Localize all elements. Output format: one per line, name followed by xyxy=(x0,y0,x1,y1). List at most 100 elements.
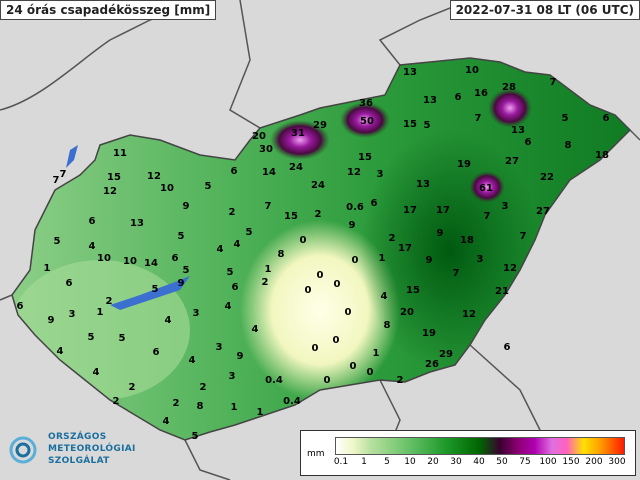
legend: mm 0.1 1 5 10 20 30 40 50 75 100 150 200 300 xyxy=(300,430,636,476)
station-value: 6 xyxy=(455,92,462,103)
legend-tick: 100 xyxy=(539,457,557,467)
station-value: 3 xyxy=(377,169,384,180)
station-value: 1 xyxy=(257,407,264,418)
logo-icon xyxy=(9,436,37,464)
legend-tick: 50 xyxy=(496,457,508,467)
station-value: 6 xyxy=(89,216,96,227)
legend-tick: 200 xyxy=(585,457,603,467)
station-value: 13 xyxy=(416,179,430,190)
station-value: 15 xyxy=(403,119,417,130)
station-value: 17 xyxy=(398,243,412,254)
station-value: 24 xyxy=(311,180,325,191)
station-value: 5 xyxy=(88,332,95,343)
station-value: 6 xyxy=(66,278,73,289)
station-value: 4 xyxy=(252,324,259,335)
station-value: 11 xyxy=(113,148,127,159)
station-value: 2 xyxy=(389,233,396,244)
station-value: 15 xyxy=(284,211,298,222)
station-value: 8 xyxy=(278,249,285,260)
station-value: 18 xyxy=(595,150,609,161)
station-value: 5 xyxy=(178,231,185,242)
station-value: 9 xyxy=(237,351,244,362)
station-value: 27 xyxy=(505,156,519,167)
station-value: 8 xyxy=(384,320,391,331)
station-value: 6 xyxy=(504,342,511,353)
station-value: 29 xyxy=(313,120,327,131)
station-value: 3 xyxy=(502,201,509,212)
station-value: 61 xyxy=(479,183,493,194)
station-value: 0 xyxy=(312,343,319,354)
station-value: 19 xyxy=(422,328,436,339)
station-value: 9 xyxy=(437,228,444,239)
station-value: 13 xyxy=(130,218,144,229)
station-value: 10 xyxy=(123,256,137,267)
station-value: 3 xyxy=(69,309,76,320)
station-value: 5 xyxy=(205,181,212,192)
station-value: 12 xyxy=(347,167,361,178)
color-bar xyxy=(335,437,625,455)
station-value: 1 xyxy=(44,263,51,274)
station-value: 18 xyxy=(460,235,474,246)
station-value: 20 xyxy=(400,307,414,318)
station-value: 4 xyxy=(165,315,172,326)
station-value: 6 xyxy=(232,282,239,293)
station-value: 17 xyxy=(436,205,450,216)
station-value: 1 xyxy=(379,253,386,264)
station-value: 4 xyxy=(89,241,96,252)
station-value: 9 xyxy=(183,201,190,212)
station-value: 16 xyxy=(474,88,488,99)
station-value: 0 xyxy=(305,285,312,296)
station-value: 6 xyxy=(17,301,24,312)
station-value: 3 xyxy=(216,342,223,353)
station-value: 0 xyxy=(317,270,324,281)
station-value: 30 xyxy=(259,144,273,155)
station-value: 7 xyxy=(550,77,557,88)
station-value: 5 xyxy=(183,265,190,276)
map-title: 24 órás csapadékösszeg [mm] xyxy=(0,0,217,20)
station-value: 6 xyxy=(371,198,378,209)
station-value: 6 xyxy=(231,166,238,177)
station-value: 15 xyxy=(107,172,121,183)
station-value: 1 xyxy=(97,307,104,318)
station-value: 1 xyxy=(231,402,238,413)
station-value: 0 xyxy=(367,367,374,378)
station-value: 27 xyxy=(536,206,550,217)
station-value: 10 xyxy=(97,253,111,264)
station-value: 13 xyxy=(423,95,437,106)
station-value: 5 xyxy=(192,431,199,442)
station-value: 24 xyxy=(289,162,303,173)
station-value: 8 xyxy=(197,401,204,412)
station-value: 7 xyxy=(475,113,482,124)
legend-tick: 40 xyxy=(473,457,485,467)
logo-line: SZOLGÁLAT xyxy=(48,456,110,466)
station-value: 3 xyxy=(477,254,484,265)
legend-tick: 5 xyxy=(384,457,390,467)
station-value: 9 xyxy=(426,255,433,266)
station-value: 5 xyxy=(54,236,61,247)
station-value: 19 xyxy=(457,159,471,170)
station-value: 7 xyxy=(265,201,272,212)
legend-tick: 150 xyxy=(562,457,580,467)
station-value: 15 xyxy=(358,152,372,163)
station-value: 5 xyxy=(119,333,126,344)
logo: ORSZÁGOS METEOROLÓGIAI SZOLGÁLAT xyxy=(8,428,148,476)
station-value: 12 xyxy=(462,309,476,320)
station-value: 2 xyxy=(200,382,207,393)
station-value: 6 xyxy=(153,347,160,358)
station-value: 0.4 xyxy=(283,396,301,407)
station-value: 0 xyxy=(334,279,341,290)
logo-line: METEOROLÓGIAI xyxy=(48,444,136,454)
station-value: 4 xyxy=(163,416,170,427)
station-value: 2 xyxy=(106,296,113,307)
station-value: 7 xyxy=(53,175,60,186)
station-value: 6 xyxy=(525,137,532,148)
station-value: 15 xyxy=(406,285,420,296)
station-value: 4 xyxy=(189,355,196,366)
station-value: 13 xyxy=(511,125,525,136)
legend-tick: 10 xyxy=(404,457,416,467)
station-value: 10 xyxy=(465,65,479,76)
station-value: 10 xyxy=(160,183,174,194)
